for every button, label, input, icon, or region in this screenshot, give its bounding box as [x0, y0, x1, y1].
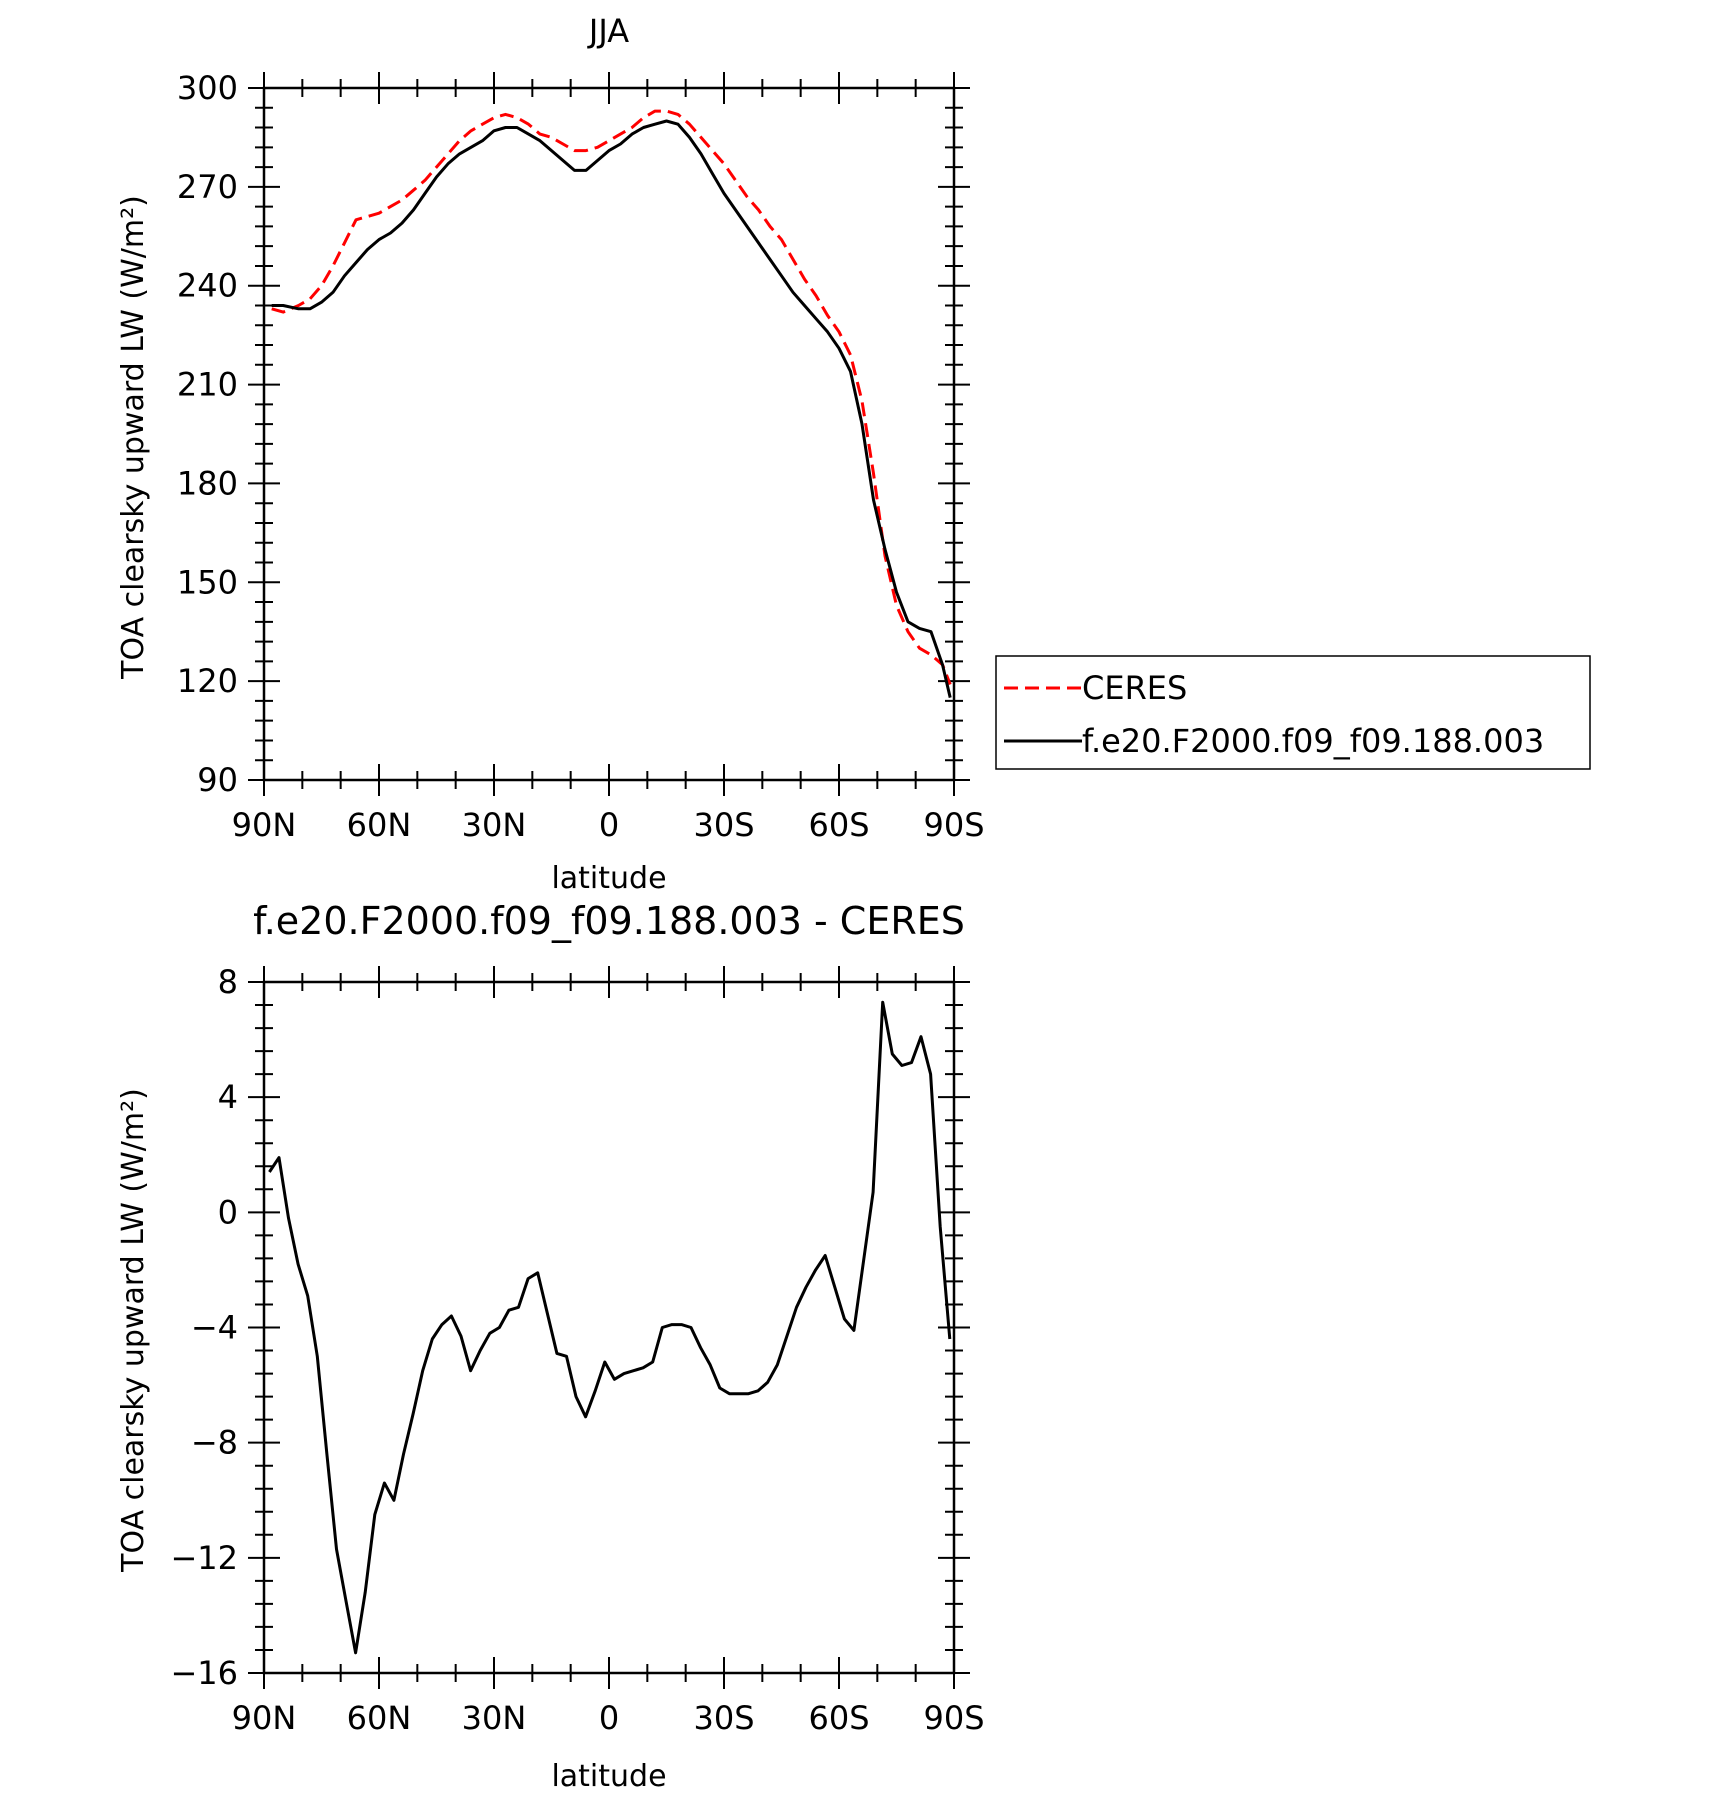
top-x-tick-label: 30N: [462, 806, 527, 844]
bottom-x-tick-label: 60N: [347, 1699, 412, 1737]
bottom-series-line-difference: [268, 1000, 952, 1655]
top-x-tick-label: 90S: [923, 806, 984, 844]
bottom-chart-panel: f.e20.F2000.f09_f09.188.003 - CERES 90N 6…: [116, 899, 985, 1794]
bottom-y-tick-label: −12: [170, 1539, 238, 1577]
bottom-x-tick-label: 90S: [923, 1699, 984, 1737]
bottom-chart-series-group: [268, 1000, 952, 1655]
top-y-tick-label: 120: [177, 662, 238, 700]
bottom-y-tick-label: −8: [191, 1424, 238, 1462]
bottom-chart-y-axis-label: TOA clearsky upward LW (W/m²): [116, 1088, 151, 1573]
legend-box: [995, 655, 1591, 770]
legend-label-model: f.e20.F2000.f09_f09.188.003: [1082, 722, 1544, 760]
top-chart-y-axis-label: TOA clearsky upward LW (W/m²): [116, 195, 151, 680]
top-x-tick-label: 60N: [347, 806, 412, 844]
top-plot-frame: [262, 86, 956, 782]
bottom-y-tick-label: −4: [191, 1309, 238, 1347]
bottom-x-tick-label: 30S: [693, 1699, 754, 1737]
top-x-tick-label: 60S: [808, 806, 869, 844]
bottom-x-tick-label: 0: [599, 1699, 619, 1737]
bottom-x-tick-label: 30N: [462, 1699, 527, 1737]
top-x-tick-label: 90N: [232, 806, 297, 844]
top-x-tick-label: 30S: [693, 806, 754, 844]
bottom-y-tick-label: 0: [218, 1193, 238, 1231]
top-series-line-ceres: [271, 109, 952, 685]
bottom-y-tick-label: −16: [170, 1654, 238, 1692]
bottom-x-tick-label: 60S: [808, 1699, 869, 1737]
top-y-tick-label: 270: [177, 168, 238, 206]
top-y-tick-label: 90: [197, 761, 238, 799]
top-chart-x-axis-label: latitude: [551, 861, 666, 896]
legend-label-ceres: CERES: [1082, 669, 1187, 707]
top-y-tick-label: 240: [177, 267, 238, 305]
top-chart-panel: JJA 90N 60N 30N 0 30S 60S 90S 90 120 150 180 210 240…: [116, 12, 1591, 896]
bottom-y-tick-label: 8: [218, 963, 238, 1001]
top-y-tick-label: 180: [177, 464, 238, 502]
legend: CERES f.e20.F2000.f09_f09.188.003: [995, 655, 1591, 770]
top-x-tick-label: 0: [599, 806, 619, 844]
bottom-chart-title: f.e20.F2000.f09_f09.188.003 - CERES: [253, 899, 965, 943]
top-y-tick-label: 210: [177, 366, 238, 404]
bottom-chart-x-axis-label: latitude: [551, 1759, 666, 1794]
top-series-line-f-e20-f2000-f09-f09-188-003: [271, 119, 952, 698]
top-chart-series-group: [271, 109, 952, 698]
top-y-tick-label: 150: [177, 563, 238, 601]
top-chart-axes: 90N 60N 30N 0 30S 60S 90S 90 120 150 180 210 240 270 3…: [177, 69, 985, 844]
top-chart-title: JJA: [587, 12, 629, 50]
top-y-tick-label: 300: [177, 69, 238, 107]
bottom-chart-axes: 90N 60N 30N 0 30S 60S 90S −16 −12 −8 −4 0 4 8: [170, 963, 984, 1737]
bottom-x-tick-label: 90N: [232, 1699, 297, 1737]
bottom-y-tick-label: 4: [218, 1078, 238, 1116]
